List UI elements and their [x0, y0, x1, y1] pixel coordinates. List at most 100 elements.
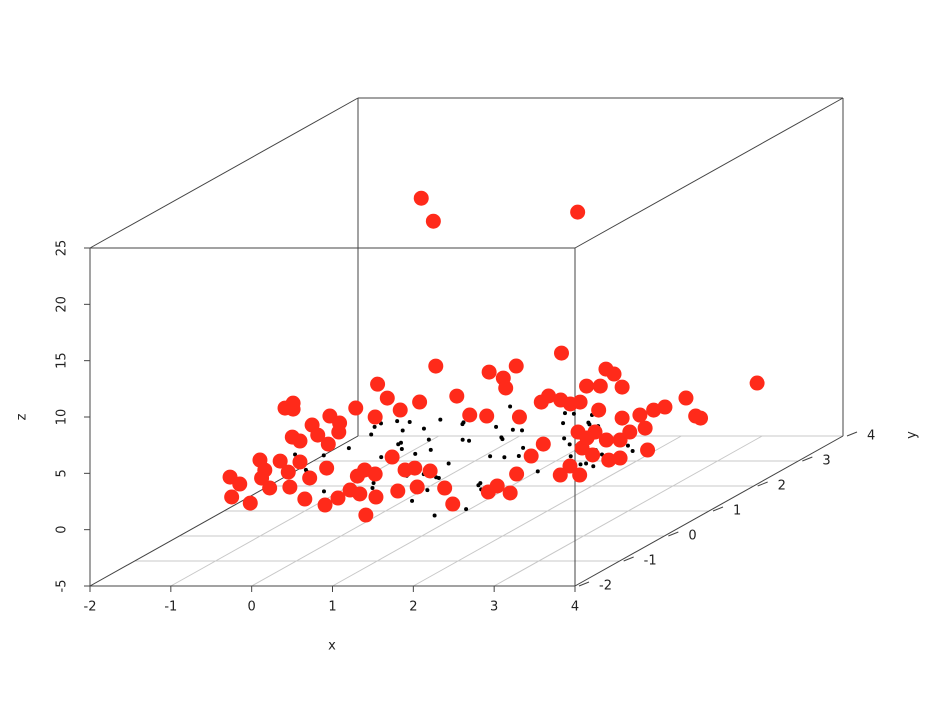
point	[516, 454, 521, 459]
point	[601, 452, 617, 468]
point	[481, 364, 497, 380]
point	[285, 401, 301, 417]
y-tick	[712, 506, 724, 512]
point	[392, 402, 408, 418]
point	[614, 410, 630, 426]
point	[399, 447, 404, 452]
point	[585, 447, 601, 463]
point	[421, 426, 426, 431]
point	[370, 486, 375, 491]
point	[570, 204, 586, 220]
point	[693, 410, 709, 426]
point	[449, 388, 465, 404]
y-tick-label: 2	[778, 479, 786, 494]
point	[413, 190, 429, 206]
point	[242, 495, 258, 511]
point	[489, 478, 505, 494]
point	[310, 427, 326, 443]
point	[467, 438, 472, 443]
point	[571, 411, 576, 416]
point	[579, 378, 595, 394]
z-tick-label: 20	[55, 296, 70, 313]
point	[572, 467, 588, 483]
point	[320, 436, 336, 452]
point	[317, 497, 333, 513]
point	[637, 420, 653, 436]
point	[446, 461, 451, 466]
point	[367, 466, 383, 482]
point	[561, 421, 566, 426]
y-tick	[757, 481, 768, 487]
point	[462, 407, 478, 423]
point	[630, 449, 635, 454]
point	[321, 489, 326, 494]
point	[319, 460, 335, 476]
point	[479, 408, 495, 424]
point	[657, 399, 673, 415]
point	[412, 394, 428, 410]
y-tick-label: 4	[867, 429, 875, 444]
point	[499, 435, 504, 440]
point	[461, 420, 466, 425]
x-axis-title: x	[328, 639, 336, 654]
point	[368, 489, 384, 505]
point	[445, 496, 461, 512]
point	[282, 479, 298, 495]
z-tick-label: 15	[55, 352, 70, 369]
y-tick	[668, 531, 679, 537]
point	[272, 453, 288, 469]
x-tick-label: -1	[164, 600, 177, 615]
point	[562, 458, 578, 474]
z-tick-label: -5	[55, 580, 70, 593]
point	[562, 436, 567, 441]
z-tick-label: 0	[55, 526, 70, 534]
point	[224, 489, 240, 505]
z-axis-title: z	[15, 413, 30, 420]
point	[369, 432, 374, 437]
point	[678, 390, 694, 406]
x-tick-label: 2	[409, 600, 417, 615]
point	[425, 213, 441, 229]
x-tick-label: 3	[490, 600, 498, 615]
point	[302, 470, 318, 486]
point	[367, 409, 383, 425]
z-tick-label: 5	[55, 469, 70, 477]
y-tick-label: 0	[688, 529, 696, 544]
point	[598, 432, 614, 448]
x-tick-label: 0	[248, 600, 256, 615]
point	[509, 466, 525, 482]
point	[749, 375, 765, 391]
point	[640, 442, 656, 458]
point	[632, 407, 648, 423]
point	[579, 430, 595, 446]
point	[407, 420, 412, 425]
point	[568, 454, 573, 459]
point	[293, 452, 298, 457]
x-tick-label: 1	[328, 600, 336, 615]
point	[407, 460, 423, 476]
point	[606, 366, 622, 382]
y-tick-label: 1	[733, 504, 741, 519]
point	[409, 479, 425, 495]
point	[614, 379, 630, 395]
point	[476, 483, 481, 488]
y-tick	[578, 581, 590, 587]
point	[437, 480, 453, 496]
point	[390, 483, 406, 499]
point	[379, 390, 395, 406]
point	[502, 455, 507, 460]
point	[398, 440, 403, 445]
point	[428, 447, 433, 452]
z-tick-label: 10	[55, 409, 70, 426]
point	[562, 411, 567, 416]
point	[395, 419, 400, 424]
point	[552, 467, 568, 483]
y-tick	[846, 431, 858, 437]
y-tick	[623, 556, 634, 562]
box-edge	[89, 97, 359, 249]
point	[622, 424, 638, 440]
point	[232, 476, 248, 492]
point	[498, 380, 514, 396]
point	[321, 453, 326, 458]
